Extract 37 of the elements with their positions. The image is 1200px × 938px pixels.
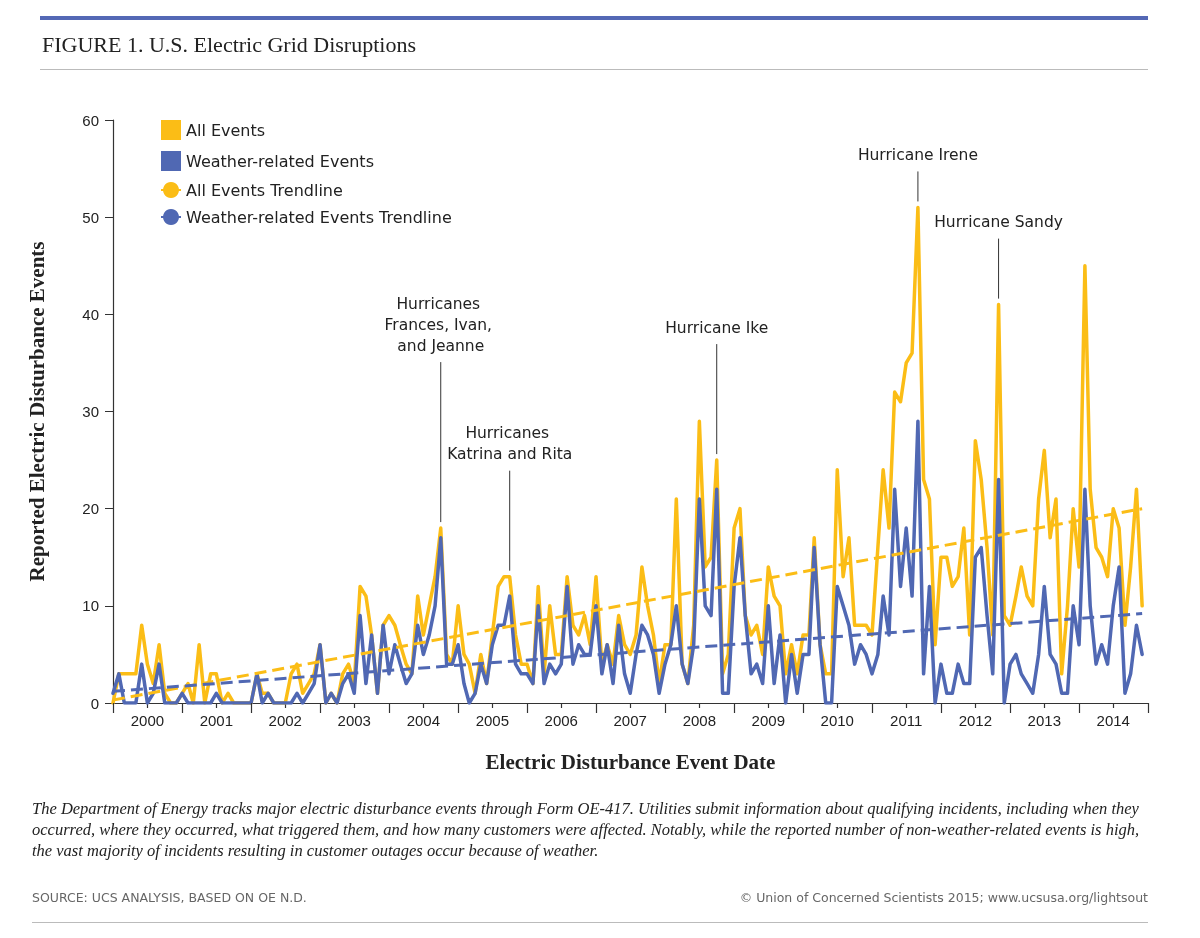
x-tick-label: 2013	[1027, 712, 1061, 729]
source-note: SOURCE: UCS ANALYSIS, BASED ON OE N.D.	[32, 890, 307, 905]
y-tick-label: 60	[82, 111, 99, 129]
x-tick-label: 2005	[475, 712, 509, 729]
x-tick-label: 2009	[751, 712, 785, 729]
y-tick-label: 20	[82, 500, 99, 518]
annotation: Hurricane Sandy	[934, 213, 1063, 232]
x-tick-label: 2001	[199, 712, 234, 729]
y-tick-label: 30	[82, 403, 99, 420]
y-tick-label: 0	[90, 694, 99, 712]
x-axis-title: Electric Disturbance Event Date	[485, 749, 776, 774]
legend-label: Weather-related Events	[186, 151, 374, 171]
annotation: Hurricane Ike	[665, 318, 769, 337]
x-tick-label: 2007	[613, 712, 647, 729]
text: © Union of Concerned Scientists 2015; www.ucsusa.org/lightsout	[739, 890, 1148, 905]
legend-label: All Events Trendline	[186, 180, 343, 200]
annotation: Hurricane Irene	[857, 145, 978, 164]
x-tick-label: 2002	[268, 712, 302, 729]
x-tick-label: 2010	[820, 712, 854, 729]
chart-title: FIGURE 1. U.S. Electric Grid Disruptions	[42, 32, 416, 58]
x-tick-label: 2003	[337, 712, 371, 729]
y-axis-title: Reported Electric Disturbance Events	[24, 241, 49, 582]
text: The Department of Energy tracks major electric disturbance events through Form OE-417. Utilities submit information about qualifying incidents, including when they occurred, where they occurred, what triggered them, and how many customers were affected. Notably, while the reported number of non-weather-related events is high, the vast majority of incidents resulting in customer outages occur because of weather.	[32, 798, 1141, 861]
annotation: Hurricanes Katrina and Rita	[447, 424, 573, 464]
x-tick-label: 2006	[544, 712, 578, 729]
y-tick-label: 50	[82, 208, 99, 226]
legend-label: All Events	[186, 120, 266, 140]
y-tick-label: 40	[82, 305, 99, 323]
x-tick-label: 2011	[890, 712, 923, 729]
annotation: Hurricanes Frances, Ivan, and Jeanne	[384, 294, 497, 355]
x-tick-label: 2004	[406, 712, 441, 729]
x-tick-label: 2012	[958, 712, 993, 729]
x-tick-label: 2008	[682, 712, 717, 729]
legend-label: Weather-related Events Trendline	[186, 207, 452, 227]
x-tick-label: 2000	[130, 712, 165, 729]
y-tick-label: 10	[82, 597, 99, 615]
x-tick-label: 2014	[1096, 712, 1130, 729]
